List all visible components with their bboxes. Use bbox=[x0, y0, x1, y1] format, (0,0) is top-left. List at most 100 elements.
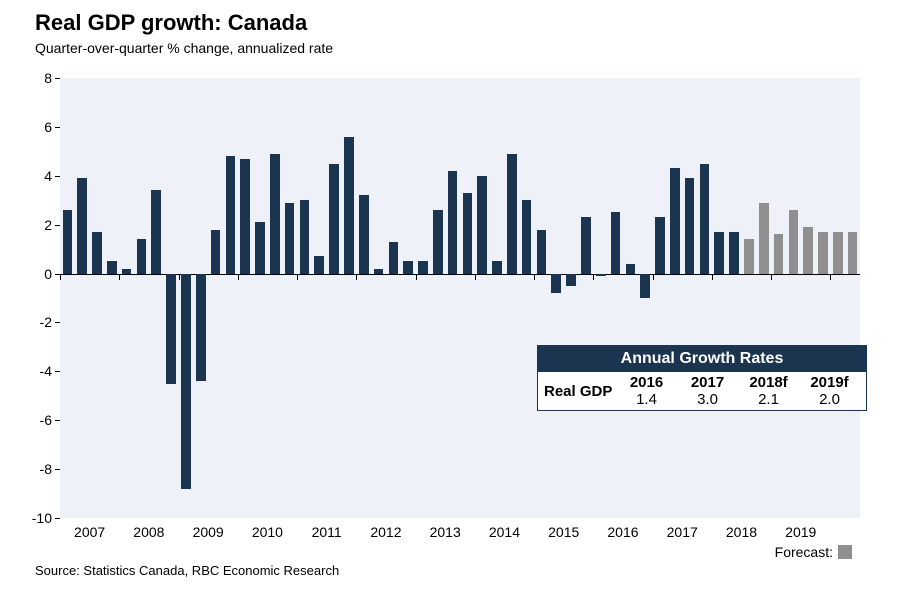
annual-table-column: 20173.0 bbox=[677, 374, 738, 408]
actual-bar bbox=[403, 261, 413, 273]
forecast-bar bbox=[759, 203, 769, 274]
y-axis-label: 8 bbox=[44, 70, 52, 86]
forecast-bar bbox=[774, 234, 784, 273]
y-axis-tick bbox=[55, 78, 60, 79]
y-axis-tick bbox=[55, 420, 60, 421]
x-axis-label: 2013 bbox=[430, 524, 461, 540]
zero-axis-line bbox=[60, 274, 860, 275]
chart-plot-area bbox=[60, 78, 860, 518]
annual-value: 2.0 bbox=[799, 391, 860, 408]
x-axis-label: 2015 bbox=[548, 524, 579, 540]
actual-bar bbox=[270, 154, 280, 274]
x-axis-tick bbox=[534, 274, 535, 280]
actual-bar bbox=[700, 164, 710, 274]
annual-value: 1.4 bbox=[616, 391, 677, 408]
actual-bar bbox=[181, 274, 191, 489]
y-axis-tick bbox=[55, 322, 60, 323]
actual-bar bbox=[596, 274, 606, 276]
annual-year: 2016 bbox=[616, 374, 677, 391]
y-axis-label: -6 bbox=[40, 412, 52, 428]
actual-bar bbox=[537, 230, 547, 274]
actual-bar bbox=[507, 154, 517, 274]
actual-bar bbox=[107, 261, 117, 273]
x-axis-tick bbox=[653, 274, 654, 280]
forecast-legend: Forecast: bbox=[775, 544, 852, 560]
actual-bar bbox=[492, 261, 502, 273]
annual-year: 2018f bbox=[738, 374, 799, 391]
forecast-bar bbox=[803, 227, 813, 273]
actual-bar bbox=[389, 242, 399, 274]
actual-bar bbox=[655, 217, 665, 273]
actual-bar bbox=[226, 156, 236, 273]
x-axis-tick bbox=[60, 274, 61, 280]
x-axis-tick bbox=[712, 274, 713, 280]
y-axis-label: -8 bbox=[40, 461, 52, 477]
actual-bar bbox=[122, 269, 132, 274]
actual-bar bbox=[240, 159, 250, 274]
actual-bar bbox=[626, 264, 636, 274]
x-axis-label: 2012 bbox=[370, 524, 401, 540]
actual-bar bbox=[374, 269, 384, 274]
annual-year: 2019f bbox=[799, 374, 860, 391]
annual-year: 2017 bbox=[677, 374, 738, 391]
x-axis-label: 2017 bbox=[667, 524, 698, 540]
x-axis-label: 2009 bbox=[193, 524, 224, 540]
x-axis-tick bbox=[356, 274, 357, 280]
x-axis-tick bbox=[771, 274, 772, 280]
x-axis-label: 2018 bbox=[726, 524, 757, 540]
actual-bar bbox=[344, 137, 354, 274]
y-axis-tick bbox=[55, 469, 60, 470]
actual-bar bbox=[551, 274, 561, 294]
actual-bar bbox=[522, 200, 532, 273]
annual-table-column: 2019f2.0 bbox=[799, 374, 860, 408]
x-axis-tick bbox=[297, 274, 298, 280]
x-axis-label: 2016 bbox=[607, 524, 638, 540]
actual-bar bbox=[77, 178, 87, 273]
actual-bar bbox=[640, 274, 650, 298]
x-axis-tick bbox=[830, 274, 831, 280]
x-axis-label: 2007 bbox=[74, 524, 105, 540]
y-axis-tick bbox=[55, 127, 60, 128]
forecast-bar bbox=[744, 239, 754, 273]
x-axis-tick bbox=[119, 274, 120, 280]
actual-bar bbox=[300, 200, 310, 273]
actual-bar bbox=[211, 230, 221, 274]
forecast-bar bbox=[789, 210, 799, 274]
chart-title: Real GDP growth: Canada bbox=[35, 10, 307, 36]
actual-bar bbox=[581, 217, 591, 273]
actual-bar bbox=[685, 178, 695, 273]
annual-value: 2.1 bbox=[738, 391, 799, 408]
actual-bar bbox=[566, 274, 576, 286]
forecast-legend-swatch bbox=[838, 545, 852, 559]
forecast-bar bbox=[818, 232, 828, 274]
actual-bar bbox=[196, 274, 206, 382]
actual-bar bbox=[63, 210, 73, 274]
source-text: Source: Statistics Canada, RBC Economic … bbox=[35, 563, 339, 578]
x-axis-label: 2008 bbox=[133, 524, 164, 540]
actual-bar bbox=[329, 164, 339, 274]
x-axis-label: 2010 bbox=[252, 524, 283, 540]
actual-bar bbox=[477, 176, 487, 274]
actual-bar bbox=[729, 232, 739, 274]
actual-bar bbox=[92, 232, 102, 274]
y-axis-label: 0 bbox=[44, 266, 52, 282]
actual-bar bbox=[463, 193, 473, 274]
x-axis-label: 2011 bbox=[312, 524, 342, 540]
actual-bar bbox=[433, 210, 443, 274]
x-axis-tick bbox=[416, 274, 417, 280]
actual-bar bbox=[714, 232, 724, 274]
actual-bar bbox=[137, 239, 147, 273]
annual-growth-table: Annual Growth Rates Real GDP 20161.42017… bbox=[537, 345, 867, 411]
x-axis-tick bbox=[238, 274, 239, 280]
forecast-bar bbox=[833, 232, 843, 274]
x-axis-tick bbox=[475, 274, 476, 280]
actual-bar bbox=[611, 212, 621, 273]
y-axis-tick bbox=[55, 518, 60, 519]
actual-bar bbox=[418, 261, 428, 273]
y-axis-label: 6 bbox=[44, 119, 52, 135]
x-axis-tick bbox=[593, 274, 594, 280]
y-axis-tick bbox=[55, 371, 60, 372]
annual-table-column: 2018f2.1 bbox=[738, 374, 799, 408]
y-axis-label: -4 bbox=[40, 363, 52, 379]
x-axis-label: 2019 bbox=[785, 524, 816, 540]
